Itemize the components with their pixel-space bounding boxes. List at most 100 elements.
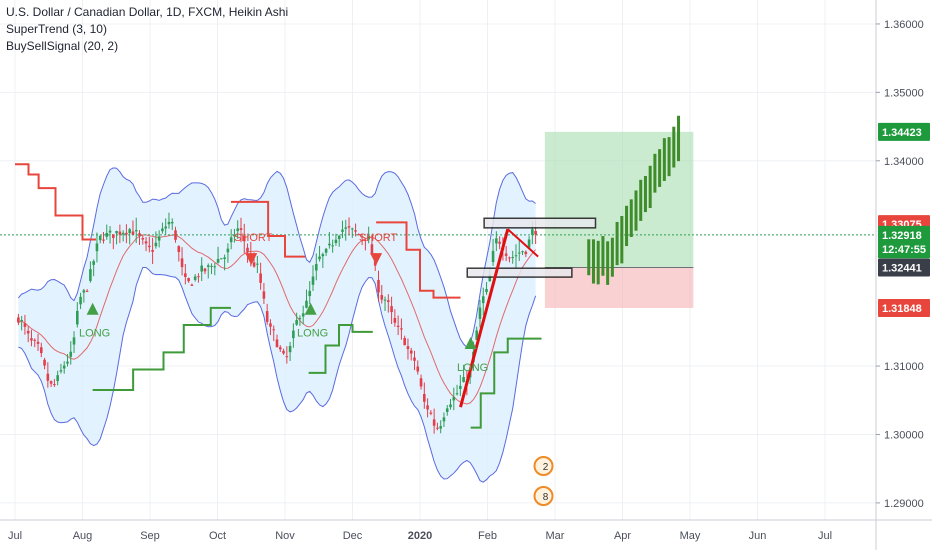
- projected-bar: [596, 240, 600, 285]
- indicator-supertrend[interactable]: SuperTrend (3, 10): [6, 22, 107, 36]
- candle-body: [26, 330, 30, 334]
- candle-body: [328, 243, 331, 246]
- price-axis[interactable]: 1.36000 1.35000 1.34000 1.31000 1.30000 1.290…: [876, 19, 930, 510]
- candle-body: [151, 249, 154, 252]
- y-tick: 1.29000: [876, 498, 924, 510]
- candle-body: [396, 325, 400, 327]
- price-tag-label: 1.32918: [882, 230, 922, 242]
- candle-body: [354, 230, 357, 232]
- y-tick-label: 1.30000: [884, 429, 924, 441]
- signal-buy: LONG: [457, 336, 488, 374]
- candle-body: [324, 248, 328, 253]
- projected-bar: [634, 190, 638, 231]
- x-tick-label: Sep: [140, 530, 160, 542]
- candle-body: [79, 296, 82, 305]
- signal-markers: LONG SHORT LONG SHORT LONG: [79, 232, 488, 374]
- candle-body: [92, 261, 95, 265]
- candle-body: [102, 239, 105, 241]
- candle-body: [534, 231, 537, 235]
- candle-body: [229, 237, 233, 243]
- event-marker: 2: [533, 456, 554, 476]
- candle-body: [265, 311, 269, 322]
- x-tick: Oct: [209, 530, 226, 542]
- candle-body: [164, 226, 167, 229]
- candle-body: [269, 323, 272, 327]
- candle-body: [370, 244, 374, 255]
- candle-body: [445, 408, 449, 412]
- supertrend-down: [376, 221, 461, 299]
- event-markers[interactable]: 28: [533, 456, 554, 506]
- buy-arrow-icon: [86, 302, 99, 315]
- signal-buy: LONG: [297, 302, 328, 340]
- candle-body: [213, 266, 217, 268]
- candle-body: [141, 238, 145, 240]
- signal-sell: SHORT: [359, 232, 398, 266]
- candle-body: [105, 233, 109, 237]
- x-tick: Mar: [546, 530, 565, 542]
- x-tick-label: Mar: [546, 530, 565, 542]
- band-basis: [18, 234, 536, 405]
- y-tick: 1.30000: [876, 429, 924, 441]
- candle-body: [246, 247, 249, 252]
- band-lower: [18, 267, 537, 483]
- candle-body: [210, 265, 213, 267]
- support-box: [466, 267, 573, 278]
- candle-body: [360, 236, 364, 238]
- candle-body: [184, 273, 187, 277]
- candle-body: [390, 306, 393, 313]
- candle-body: [69, 351, 73, 357]
- projected-bar: [639, 179, 643, 221]
- buy-arrow-icon: [464, 336, 477, 349]
- candle-body: [272, 329, 276, 331]
- candle-body: [108, 230, 112, 233]
- time-axis[interactable]: Jul Aug Sep Oct Nov Dec 2020 Feb Mar Apr May Jun Jul: [8, 530, 832, 542]
- trend-line: [507, 228, 539, 258]
- profit-zone: [544, 131, 694, 268]
- x-tick: Aug: [73, 530, 93, 542]
- event-count: 2: [543, 462, 549, 473]
- candle-body: [187, 278, 190, 282]
- price-tag: 1.34423: [878, 122, 930, 141]
- projected-bar: [643, 175, 647, 213]
- candle-body: [180, 258, 184, 268]
- projected-bar: [625, 205, 629, 247]
- x-tick-label: Jul: [8, 530, 22, 542]
- y-tick: 1.34000: [876, 156, 924, 168]
- candle-body: [367, 236, 370, 240]
- signal-label: SHORT: [234, 232, 273, 244]
- indicator-buysellsignal[interactable]: BuySellSignal (20, 2): [6, 39, 119, 53]
- signal-label: SHORT: [359, 232, 398, 244]
- price-tag: 1.32918: [878, 225, 930, 244]
- candle-body: [344, 227, 348, 229]
- supertrend-up: [470, 337, 542, 429]
- calendar-event-icon: [533, 486, 554, 506]
- projected-candles: [587, 115, 681, 285]
- candle-body: [288, 345, 292, 353]
- y-tick-label: 1.31000: [884, 361, 924, 373]
- x-tick-label: Jun: [749, 530, 767, 542]
- sell-arrow-icon: [245, 253, 258, 266]
- candle-body: [161, 228, 164, 232]
- price-tag-bg: [878, 122, 930, 141]
- symbol-title[interactable]: U.S. Dollar / Canadian Dollar, 1D, FXCM,…: [6, 5, 289, 19]
- x-tick-label: Apr: [614, 530, 631, 542]
- candle-body: [193, 276, 197, 280]
- candle-body: [256, 263, 259, 265]
- candle-body: [364, 239, 367, 241]
- candle-body: [452, 396, 456, 401]
- candle-body: [95, 243, 99, 252]
- bollinger-band: [18, 167, 537, 483]
- candle-body: [43, 359, 46, 366]
- candle-body: [216, 259, 220, 263]
- candle-body: [292, 330, 295, 339]
- price-tag: 1.31848: [878, 299, 930, 318]
- price-tag-label: 1.32441: [882, 262, 922, 274]
- x-tick-label: May: [680, 530, 701, 542]
- price-tag-bg: [878, 225, 930, 244]
- projected-bar: [610, 237, 614, 277]
- candle-body: [62, 365, 66, 369]
- candle-body: [406, 346, 410, 350]
- candle-body: [521, 251, 524, 253]
- candle-body: [314, 264, 318, 271]
